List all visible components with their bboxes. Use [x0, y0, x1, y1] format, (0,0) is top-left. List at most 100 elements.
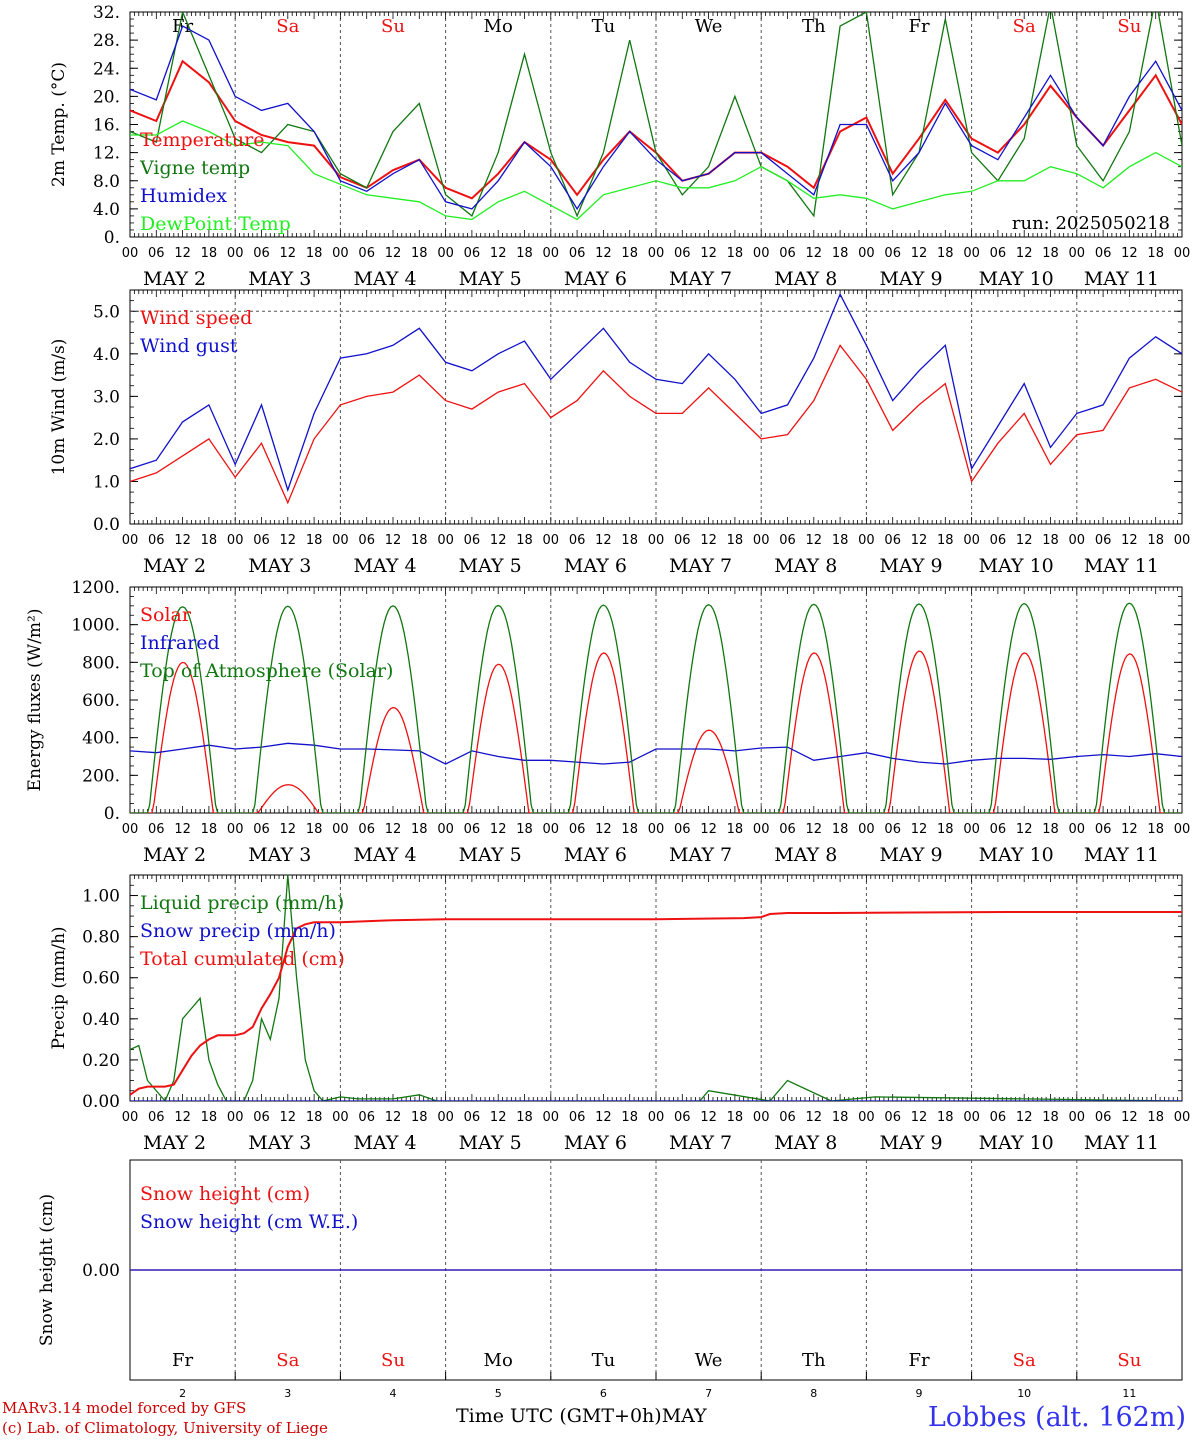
hour-label: 18 [832, 1110, 849, 1125]
hour-label: 12 [700, 533, 717, 548]
y-tick-label: 20. [93, 87, 120, 107]
hour-label: 18 [201, 822, 218, 837]
hour-label: 12 [595, 246, 612, 261]
hour-label: 18 [727, 822, 744, 837]
date-label: MAY 9 [879, 1132, 942, 1154]
series-line [130, 292, 1182, 493]
y-tick-label: 16. [93, 116, 120, 136]
hour-label: 18 [306, 533, 323, 548]
y-tick-label: 12. [93, 144, 120, 164]
day-number-label: 6 [600, 1387, 607, 1400]
y-tick-label: 0.40 [82, 1010, 120, 1030]
hour-label: 06 [1095, 246, 1112, 261]
date-label: MAY 5 [459, 844, 522, 866]
weekday-label: Fr [908, 16, 929, 37]
hour-label: 18 [411, 246, 428, 261]
hour-label: 12 [700, 822, 717, 837]
y-axis-label: 2m Temp. (°C) [49, 62, 69, 187]
hour-label: 06 [674, 533, 691, 548]
y-tick-label: 0.60 [82, 969, 120, 989]
hour-label: 00 [858, 822, 875, 837]
date-label: MAY 8 [774, 268, 837, 290]
panel-3: 0. 200. 400. 600. 800. 1000. 1200. Energy fluxe… [25, 578, 1190, 866]
y-tick-label: 8.0 [93, 172, 120, 192]
date-label: MAY 7 [669, 1132, 732, 1154]
weekday-label: Su [1117, 16, 1141, 37]
hour-label: 00 [543, 1110, 560, 1125]
hour-label: 12 [1016, 822, 1033, 837]
hour-label: 12 [280, 246, 297, 261]
series-line [130, 875, 1182, 1101]
y-tick-label: 28. [93, 31, 120, 51]
hour-label: 06 [464, 246, 481, 261]
y-tick-label: 2.0 [93, 430, 120, 450]
y-tick-label: 0.00 [82, 1261, 120, 1281]
weekday-label: We [695, 16, 723, 37]
hour-label: 00 [1174, 246, 1191, 261]
date-label: MAY 6 [564, 268, 627, 290]
hour-label: 00 [122, 533, 139, 548]
hour-label: 06 [358, 1110, 375, 1125]
hour-label: 12 [490, 533, 507, 548]
date-label: MAY 10 [979, 268, 1054, 290]
hour-label: 06 [1095, 822, 1112, 837]
panel-1: 0. 4.0 8.0 12. 16. 20. 24. 28. 32. 2m Temp. (°C) 0… [49, 3, 1191, 290]
legend-entry: Infrared [140, 632, 220, 654]
y-tick-label: 200. [82, 766, 120, 786]
hour-label: 18 [516, 822, 533, 837]
day-number-label: 4 [390, 1387, 397, 1400]
hour-label: 12 [490, 1110, 507, 1125]
weekday-label: Su [381, 1350, 405, 1371]
day-number-label: 3 [284, 1387, 291, 1400]
date-label: MAY 8 [774, 844, 837, 866]
weekday-label: Fr [908, 1350, 929, 1371]
weekday-label: Mo [484, 16, 513, 37]
hour-label: 00 [543, 246, 560, 261]
hour-label: 12 [280, 1110, 297, 1125]
month-label: MAY [661, 1405, 707, 1427]
y-tick-label: 400. [82, 729, 120, 749]
hour-label: 12 [1016, 246, 1033, 261]
date-label: MAY 8 [774, 1132, 837, 1154]
date-label: MAY 5 [459, 555, 522, 577]
y-axis-label: Precip (mm/h) [49, 926, 69, 1049]
weekday-label: Th [802, 1350, 826, 1371]
weekday-label: Su [381, 16, 405, 37]
legend-entry: Liquid precip (mm/h) [140, 892, 344, 914]
legend-entry: Snow height (cm W.E.) [140, 1211, 358, 1233]
hour-label: 12 [174, 822, 191, 837]
legend-entry: Snow precip (mm/h) [140, 920, 336, 942]
weekday-label: Fr [172, 1350, 193, 1371]
hour-label: 00 [437, 533, 454, 548]
hour-label: 12 [595, 822, 612, 837]
hour-label: 12 [1121, 533, 1138, 548]
hour-label: 00 [332, 246, 349, 261]
date-label: MAY 2 [143, 1132, 206, 1154]
y-tick-label: 600. [82, 691, 120, 711]
hour-label: 06 [990, 822, 1007, 837]
hour-label: 12 [806, 533, 823, 548]
hour-label: 12 [595, 533, 612, 548]
hour-label: 06 [990, 533, 1007, 548]
lab-credit: (c) Lab. of Climatology, University of L… [2, 1419, 328, 1437]
date-label: MAY 7 [669, 268, 732, 290]
day-number-label: 2 [179, 1387, 186, 1400]
date-label: MAY 3 [248, 844, 311, 866]
time-axis-label: Time UTC (GMT+0h)MAY [456, 1405, 707, 1427]
hour-label: 06 [884, 533, 901, 548]
hour-label: 18 [1042, 1110, 1059, 1125]
hour-label: 18 [937, 246, 954, 261]
legend-entry: Vigne temp [139, 157, 250, 179]
date-label: MAY 7 [669, 555, 732, 577]
hour-label: 12 [490, 822, 507, 837]
hour-label: 06 [358, 822, 375, 837]
hour-label: 06 [1095, 1110, 1112, 1125]
hour-label: 12 [385, 533, 402, 548]
hour-label: 06 [884, 822, 901, 837]
hour-label: 18 [516, 533, 533, 548]
hour-label: 06 [884, 1110, 901, 1125]
hour-label: 12 [911, 1110, 928, 1125]
y-tick-label: 1200. [71, 578, 120, 598]
hour-label: 06 [884, 246, 901, 261]
hour-label: 00 [332, 533, 349, 548]
